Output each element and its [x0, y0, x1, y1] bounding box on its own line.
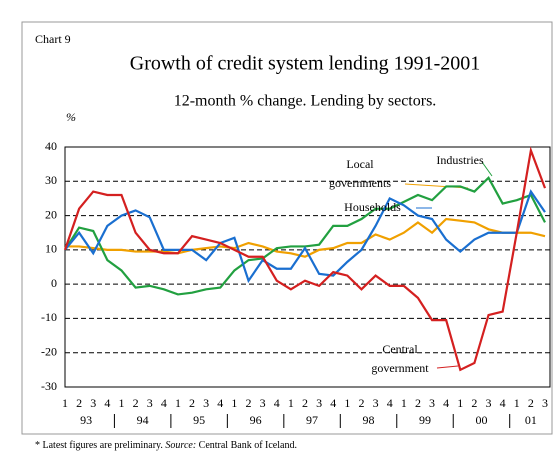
x-tick-label: 2 [133, 396, 139, 410]
y-tick-label: 20 [45, 207, 57, 221]
year-label: 93 [80, 413, 92, 427]
y-tick-label: 40 [45, 139, 57, 153]
year-label: 94 [137, 413, 149, 427]
year-label: 00 [475, 413, 487, 427]
y-tick-label: 0 [51, 276, 57, 290]
year-label: 01 [525, 413, 537, 427]
x-tick-label: 3 [90, 396, 96, 410]
x-tick-label: 2 [528, 396, 534, 410]
x-tick-label: 1 [514, 396, 520, 410]
x-tick-label: 3 [260, 396, 266, 410]
x-tick-label: 2 [189, 396, 195, 410]
year-label: 98 [363, 413, 375, 427]
chart-label: Chart 9 [35, 32, 71, 46]
x-tick-label: 1 [231, 396, 237, 410]
x-tick-label: 2 [246, 396, 252, 410]
series-label: Industries [436, 153, 484, 167]
year-label: 95 [193, 413, 205, 427]
source: Central Bank of Iceland. [199, 440, 297, 451]
x-tick-label: 1 [175, 396, 181, 410]
series-label: Households [344, 200, 401, 214]
footnote: * Latest figures are preliminary. [35, 440, 163, 451]
x-tick-label: 2 [471, 396, 477, 410]
year-label: 97 [306, 413, 318, 427]
x-tick-label: 3 [203, 396, 209, 410]
plot-frame [64, 146, 551, 388]
x-tick-label: 4 [104, 396, 110, 410]
x-tick-label: 1 [401, 396, 407, 410]
x-tick-label: 4 [387, 396, 393, 410]
x-tick-label: 3 [486, 396, 492, 410]
frame [21, 21, 553, 435]
series-label: Local governments [329, 157, 391, 190]
y-tick-label: 10 [45, 242, 57, 256]
x-tick-label: 2 [358, 396, 364, 410]
x-tick-label: 3 [373, 396, 379, 410]
series-line [64, 189, 546, 284]
source-label: Source: [165, 440, 196, 451]
series-label: Central government [371, 342, 429, 375]
year-label: 99 [419, 413, 431, 427]
x-tick-label: 3 [542, 396, 548, 410]
x-tick-label: 3 [147, 396, 153, 410]
x-tick-label: 4 [330, 396, 336, 410]
chart-subtitle: 12-month % change. Lending by sectors. [174, 93, 437, 110]
footer: * Latest figures are preliminary. Source… [35, 440, 297, 451]
series-line [63, 146, 547, 372]
x-tick-label: 2 [415, 396, 421, 410]
x-tick-label: 3 [429, 396, 435, 410]
x-tick-label: 3 [316, 396, 322, 410]
annotation-arrows [404, 161, 493, 369]
y-label: % [66, 110, 76, 124]
x-tick-label: 2 [76, 396, 82, 410]
y-tick-label: -10 [41, 310, 57, 324]
x-tick-label: 4 [274, 396, 280, 410]
y-tick-label: -30 [41, 379, 57, 393]
y-tick-label: 30 [45, 173, 57, 187]
x-tick-label: 1 [62, 396, 68, 410]
chart-title: Growth of credit system lending 1991-200… [130, 53, 481, 75]
x-tick-label: 4 [500, 396, 506, 410]
arrow [481, 161, 493, 177]
x-tick-label: 1 [457, 396, 463, 410]
x-tick-label: 4 [161, 396, 167, 410]
series-line [65, 217, 546, 258]
x-tick-label: 4 [443, 396, 449, 410]
arrow [436, 365, 459, 369]
y-tick-label: -20 [41, 344, 57, 358]
x-tick-label: 4 [217, 396, 223, 410]
year-label: 96 [250, 413, 262, 427]
x-tick-label: 1 [118, 396, 124, 410]
x-tick-label: 2 [302, 396, 308, 410]
x-tick-label: 1 [288, 396, 294, 410]
x-tick-label: 1 [344, 396, 350, 410]
